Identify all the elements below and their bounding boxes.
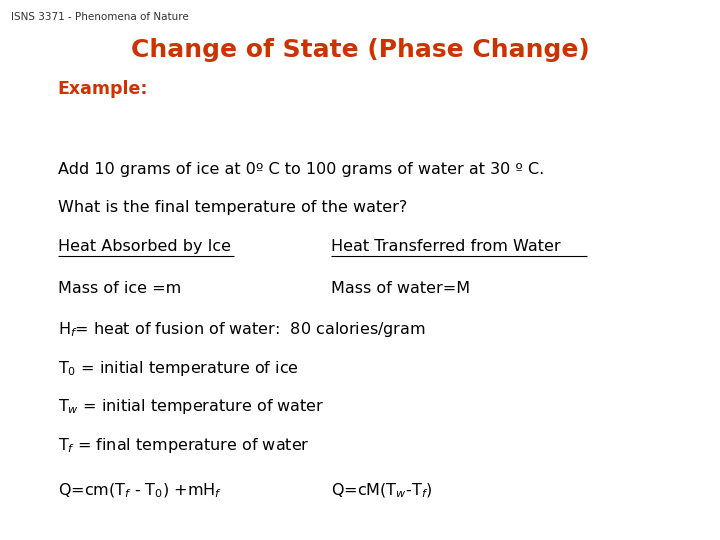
Text: Q=cm(T$_f$ - T$_0$) +mH$_f$: Q=cm(T$_f$ - T$_0$) +mH$_f$: [58, 482, 222, 500]
Text: Example:: Example:: [58, 80, 148, 98]
Text: H$_f$= heat of fusion of water:  80 calories/gram: H$_f$= heat of fusion of water: 80 calor…: [58, 320, 426, 339]
Text: Change of State (Phase Change): Change of State (Phase Change): [130, 38, 590, 62]
Text: T$_0$ = initial temperature of ice: T$_0$ = initial temperature of ice: [58, 359, 299, 377]
Text: Q=cM(T$_w$-T$_f$): Q=cM(T$_w$-T$_f$): [331, 482, 433, 500]
Text: T$_w$ = initial temperature of water: T$_w$ = initial temperature of water: [58, 397, 324, 416]
Text: What is the final temperature of the water?: What is the final temperature of the wat…: [58, 200, 407, 215]
Text: Mass of ice =m: Mass of ice =m: [58, 281, 181, 296]
Text: ISNS 3371 - Phenomena of Nature: ISNS 3371 - Phenomena of Nature: [11, 12, 189, 22]
Text: T$_f$ = final temperature of water: T$_f$ = final temperature of water: [58, 436, 310, 455]
Text: Heat Absorbed by Ice: Heat Absorbed by Ice: [58, 239, 230, 254]
Text: Add 10 grams of ice at 0º C to 100 grams of water at 30 º C.: Add 10 grams of ice at 0º C to 100 grams…: [58, 162, 544, 177]
Text: Mass of water=M: Mass of water=M: [331, 281, 470, 296]
Text: Heat Transferred from Water: Heat Transferred from Water: [331, 239, 561, 254]
